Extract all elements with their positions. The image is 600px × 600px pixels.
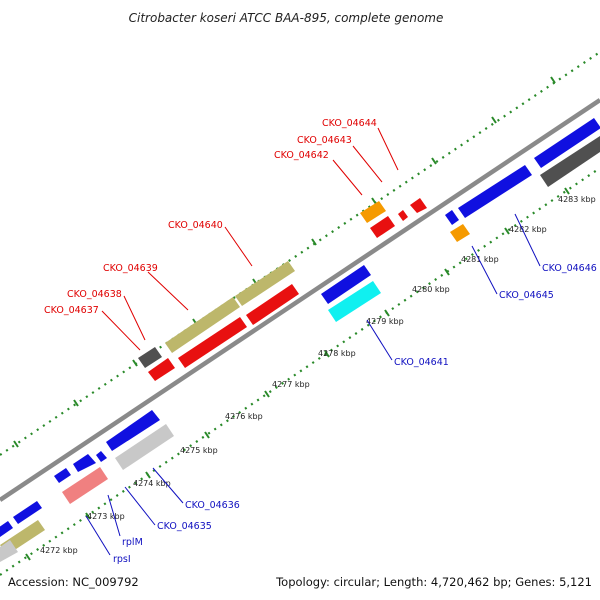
upper-major-tick [132, 359, 138, 367]
gene-feature [148, 358, 175, 381]
gene-feature [370, 216, 395, 238]
tick-label: 4275 kbp [180, 446, 218, 455]
bottom-gene-leaders [85, 213, 541, 556]
lower-major-tick [384, 309, 390, 317]
leader-line [366, 319, 393, 361]
upper-dotted-scale [0, 51, 600, 456]
gene-feature [450, 224, 470, 242]
gene-feature [138, 347, 162, 368]
gene-feature [398, 210, 408, 221]
gene-label-cko04645[interactable]: CKO_04645 [499, 290, 554, 301]
tick-label: 4278 kbp [318, 349, 356, 358]
upper-major-tick [73, 399, 79, 407]
gene-feature [0, 521, 13, 537]
gene-feature [321, 265, 371, 304]
gene-feature [540, 136, 600, 187]
gene-feature [246, 284, 299, 325]
gene-label-rpsi[interactable]: rpsI [113, 554, 131, 565]
leader-line [352, 145, 383, 183]
tick-label: 4277 kbp [272, 380, 310, 389]
gene-label-rplm[interactable]: rplM [122, 537, 143, 548]
gene-feature [235, 261, 295, 306]
upper-major-tick [371, 197, 377, 205]
upper-major-tick [550, 76, 556, 84]
lower-major-tick [444, 268, 450, 276]
gene-label-cko04641[interactable]: CKO_04641 [394, 357, 449, 368]
gene-feature [115, 424, 174, 470]
gene-label-cko04644[interactable]: CKO_04644 [322, 118, 377, 129]
leader-line [123, 295, 146, 341]
tick-label: 4276 kbp [225, 412, 263, 421]
kbp-labels: 4272 kbp 4273 kbp 4274 kbp 4275 kbp 4276… [40, 195, 596, 555]
gene-feature [410, 198, 427, 213]
gene-feature [178, 317, 247, 368]
lower-major-tick [25, 553, 31, 561]
tick-label: 4279 kbp [366, 317, 404, 326]
leader-line [152, 467, 184, 504]
leader-line [377, 127, 399, 171]
leader-line [124, 486, 156, 526]
gene-label-cko04635[interactable]: CKO_04635 [157, 521, 212, 532]
map-title: Citrobacter koseri ATCC BAA-895, complet… [129, 11, 444, 25]
tick-label: 4283 kbp [558, 195, 596, 204]
gene-label-cko04638[interactable]: CKO_04638 [67, 289, 122, 300]
tick-label: 4282 kbp [509, 225, 547, 234]
forward-strand-genes [0, 118, 600, 537]
leader-line [107, 494, 121, 537]
gene-label-cko04643[interactable]: CKO_04643 [297, 135, 352, 146]
lower-major-tick [204, 431, 210, 439]
leader-line [147, 271, 189, 311]
gene-feature [445, 210, 459, 225]
upper-major-tick [13, 440, 19, 448]
gene-feature [54, 468, 71, 483]
top-gene-labels: CKO_04644 CKO_04643 CKO_04642 CKO_04640 … [44, 118, 377, 316]
leader-line [224, 226, 253, 267]
gene-feature [0, 540, 18, 562]
lower-major-tick [504, 227, 510, 235]
gene-feature [328, 281, 381, 322]
gene-feature [165, 297, 240, 353]
upper-major-tick [311, 238, 317, 246]
gene-feature [458, 165, 532, 218]
lower-major-tick [324, 350, 330, 358]
gene-label-cko04637[interactable]: CKO_04637 [44, 305, 99, 316]
upper-major-tick [491, 116, 497, 124]
gene-feature [13, 501, 42, 524]
leader-line [85, 515, 111, 556]
gene-label-cko04646[interactable]: CKO_04646 [542, 263, 597, 274]
upper-major-tick [431, 157, 437, 165]
tick-label: 4272 kbp [40, 546, 78, 555]
leader-line [101, 310, 141, 351]
lower-major-ticks [25, 187, 570, 561]
tick-label: 4274 kbp [133, 479, 171, 488]
gene-feature [96, 451, 107, 462]
topology-text: Topology: circular; Length: 4,720,462 bp… [275, 575, 592, 589]
leader-line [514, 213, 541, 267]
reverse-strand-genes [0, 136, 600, 562]
genome-backbone [0, 98, 600, 502]
lower-major-tick [564, 187, 570, 195]
tick-label: 4281 kbp [461, 255, 499, 264]
leader-line [471, 245, 498, 295]
gene-label-cko04642[interactable]: CKO_04642 [274, 150, 329, 161]
gene-label-cko04640[interactable]: CKO_04640 [168, 220, 223, 231]
tick-label: 4273 kbp [87, 512, 125, 521]
accession-text: Accession: NC_009792 [8, 575, 139, 589]
gene-label-cko04639[interactable]: CKO_04639 [103, 263, 158, 274]
gene-feature [534, 118, 600, 168]
gene-feature [106, 410, 160, 451]
lower-major-tick [145, 471, 151, 479]
gene-feature [73, 454, 96, 472]
gene-feature [360, 201, 386, 223]
gene-feature [62, 467, 108, 504]
gene-label-cko04636[interactable]: CKO_04636 [185, 500, 240, 511]
leader-line [332, 159, 363, 196]
tick-label: 4280 kbp [412, 285, 450, 294]
top-gene-leaders [101, 127, 399, 351]
lower-major-tick [85, 512, 91, 520]
bottom-gene-labels: CKO_04646 CKO_04645 CKO_04641 CKO_04636 … [113, 263, 597, 565]
lower-major-tick [264, 390, 270, 398]
